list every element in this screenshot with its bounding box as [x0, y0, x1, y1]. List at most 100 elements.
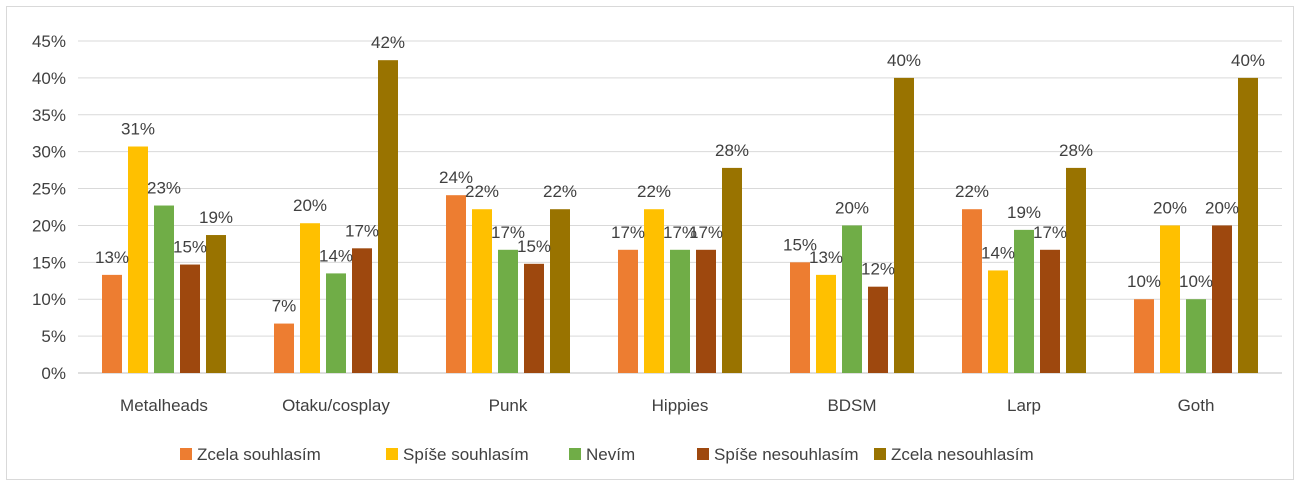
y-tick-label: 25%	[32, 180, 66, 199]
bars	[102, 60, 1258, 373]
x-tick-label: Goth	[1178, 396, 1215, 415]
data-label: 10%	[1127, 272, 1161, 291]
data-label: 17%	[611, 223, 645, 242]
y-tick-label: 30%	[32, 143, 66, 162]
data-label: 19%	[199, 208, 233, 227]
bar	[722, 167, 742, 373]
bar	[894, 77, 914, 373]
data-label: 22%	[543, 182, 577, 201]
bar	[524, 263, 544, 373]
data-label: 17%	[1033, 223, 1067, 242]
bar	[816, 274, 836, 373]
legend-label: Spíše souhlasím	[403, 445, 529, 464]
bar	[842, 225, 862, 373]
x-tick-label: Hippies	[652, 396, 709, 415]
bar	[1212, 225, 1232, 373]
bar	[154, 205, 174, 373]
data-label: 40%	[887, 51, 921, 70]
y-tick-label: 5%	[41, 327, 66, 346]
bar	[1186, 299, 1206, 373]
data-label: 17%	[491, 223, 525, 242]
bar	[696, 249, 716, 373]
x-tick-label: Metalheads	[120, 396, 208, 415]
bar	[1238, 77, 1258, 373]
legend-label: Zcela nesouhlasím	[891, 445, 1034, 464]
bar	[670, 249, 690, 373]
bar	[988, 270, 1008, 373]
y-tick-label: 35%	[32, 106, 66, 125]
legend-swatch	[697, 448, 709, 460]
data-label: 22%	[465, 182, 499, 201]
legend-swatch	[180, 448, 192, 460]
data-label: 23%	[147, 179, 181, 198]
bar	[102, 274, 122, 373]
bar	[644, 209, 664, 373]
legend-swatch	[386, 448, 398, 460]
legend-swatch	[569, 448, 581, 460]
data-label: 28%	[1059, 141, 1093, 160]
y-tick-label: 40%	[32, 69, 66, 88]
x-axis-ticks: Metalheads Otaku/cosplay Punk Hippies BDSM La…	[120, 396, 1214, 415]
data-label: 17%	[663, 223, 697, 242]
bar	[274, 323, 294, 373]
bar	[962, 209, 982, 373]
data-label: 19%	[1007, 203, 1041, 222]
bar	[352, 248, 372, 373]
data-label: 15%	[783, 235, 817, 254]
bar	[180, 264, 200, 373]
legend-swatch	[874, 448, 886, 460]
bar	[1040, 249, 1060, 373]
bar	[618, 249, 638, 373]
data-label: 15%	[173, 238, 207, 257]
x-tick-label: Larp	[1007, 396, 1041, 415]
data-label: 17%	[689, 223, 723, 242]
bar	[1066, 167, 1086, 373]
legend-label: Spíše nesouhlasím	[714, 445, 859, 464]
data-label: 22%	[637, 182, 671, 201]
data-label: 20%	[1153, 198, 1187, 217]
bar	[550, 209, 570, 373]
legend-label: Nevím	[586, 445, 635, 464]
data-label: 13%	[809, 248, 843, 267]
bar	[868, 286, 888, 373]
data-label: 22%	[955, 182, 989, 201]
y-tick-label: 0%	[41, 364, 66, 383]
data-label: 28%	[715, 141, 749, 160]
legend: Zcela souhlasím Spíše souhlasím Nevím Spíše…	[180, 445, 1034, 464]
data-label: 20%	[293, 196, 327, 215]
data-label: 10%	[1179, 272, 1213, 291]
x-tick-label: BDSM	[827, 396, 876, 415]
bar	[1014, 229, 1034, 373]
bar	[378, 60, 398, 373]
bar	[446, 195, 466, 373]
data-label: 15%	[517, 237, 551, 256]
y-tick-label: 10%	[32, 290, 66, 309]
y-axis-ticks: 0% 5% 10% 15% 20% 25% 30% 35% 40% 45%	[32, 32, 66, 383]
bar	[1134, 299, 1154, 373]
bar	[498, 249, 518, 373]
x-tick-label: Punk	[489, 396, 528, 415]
bar	[326, 273, 346, 373]
x-tick-label: Otaku/cosplay	[282, 396, 390, 415]
y-tick-label: 45%	[32, 32, 66, 51]
data-label: 13%	[95, 248, 129, 267]
data-label: 24%	[439, 168, 473, 187]
y-tick-label: 15%	[32, 253, 66, 272]
data-label: 20%	[1205, 198, 1239, 217]
bar	[472, 209, 492, 373]
data-label: 14%	[981, 243, 1015, 262]
data-label: 14%	[319, 246, 353, 265]
bar	[206, 235, 226, 373]
data-labels: 13%31%23%15%19%7%20%14%17%42%24%22%17%15…	[95, 33, 1265, 315]
data-label: 7%	[272, 297, 297, 316]
bar	[790, 262, 810, 373]
data-label: 17%	[345, 221, 379, 240]
data-label: 31%	[121, 120, 155, 139]
data-label: 12%	[861, 260, 895, 279]
data-label: 40%	[1231, 51, 1265, 70]
bar	[300, 223, 320, 373]
y-tick-label: 20%	[32, 216, 66, 235]
data-label: 20%	[835, 198, 869, 217]
bar	[128, 146, 148, 373]
